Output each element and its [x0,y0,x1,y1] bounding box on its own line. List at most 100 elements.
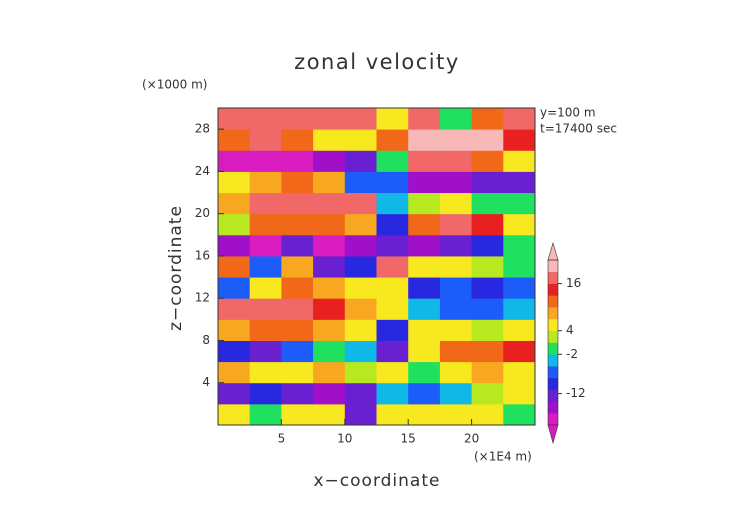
heat-cell [249,171,282,194]
heat-cell [408,129,441,151]
heat-cell [218,298,251,320]
y-axis-label: z−coordinate [166,205,186,331]
heat-cell [376,171,409,194]
heat-cell [313,255,346,278]
heat-cell [218,234,251,257]
heat-cell [281,298,314,320]
heat-cell [344,192,377,215]
heat-cell [249,340,282,363]
heat-cell [218,129,251,151]
heat-cell [408,319,441,341]
heat-cell [503,361,536,384]
heat-cell [503,382,536,405]
colorbar-band [548,354,558,367]
heat-cell [281,319,314,341]
heat-cell [471,213,504,236]
heat-cell [313,192,346,215]
heat-cell [471,319,504,341]
heat-cell [408,192,441,215]
heat-cell [376,213,409,236]
heat-cell [376,277,409,299]
heat-cell [313,340,346,363]
colorbar-band [548,283,558,296]
heat-cell [503,298,536,320]
heat-cell [344,277,377,299]
heat-cell [281,234,314,257]
heat-cell [471,298,504,320]
heat-cell [313,171,346,194]
heat-cell [313,150,346,172]
heat-cell [439,150,473,172]
heat-cell [281,361,314,384]
heat-cell [503,340,536,363]
heat-cell [249,361,282,384]
y-tick-label: 28 [195,122,210,136]
heat-cell [503,319,536,341]
heat-cell [471,361,504,384]
heat-cell [281,129,314,151]
colorbar-tick-label: -12 [566,386,586,400]
heat-cell [408,382,441,405]
colorbar-band [548,401,558,414]
heat-cell [344,340,377,363]
heat-cell [249,382,282,405]
colorbar-band [548,260,558,273]
heat-cell [218,108,251,130]
heat-cell [249,255,282,278]
heat-cell [313,319,346,341]
colorbar-band [548,342,558,355]
y-tick-label: 24 [195,164,210,178]
heat-cell [471,403,504,426]
heat-cell [471,255,504,278]
colorbar-band [548,366,558,379]
heat-cell [344,234,377,257]
heat-cell [344,361,377,384]
x-tick-label: 5 [278,432,286,446]
colorbar-arrow [547,424,559,445]
heat-cell [281,192,314,215]
heat-cell [218,361,251,384]
heat-cell [313,277,346,299]
heat-cell [281,213,314,236]
heat-cell [376,192,409,215]
colorbar-tick-label: 16 [566,276,581,290]
heat-cell [376,403,409,426]
heat-cell [249,277,282,299]
heat-cell [503,171,536,194]
heat-cell [376,361,409,384]
x-unit: (×1E4 m) [474,450,532,464]
y-tick-label: 12 [195,291,210,305]
heat-cell [471,108,504,130]
heat-cell [503,403,536,426]
colorbar-band [548,330,558,343]
colorbar-tick-label: -2 [566,347,578,361]
heat-cell [408,361,441,384]
heat-cell [281,150,314,172]
heat-cell [503,150,536,172]
x-axis-label: x−coordinate [314,471,441,491]
heat-cell [439,192,473,215]
heat-cell [471,171,504,194]
colorbar-band [548,413,558,426]
heat-cell [218,213,251,236]
heat-cell [249,234,282,257]
heat-cell [281,108,314,130]
chart-title: zonal velocity [294,50,460,74]
heat-cell [439,255,473,278]
heat-cell [344,298,377,320]
heat-cell [439,129,473,151]
heat-cell [313,403,346,426]
heat-cell [408,108,441,130]
heat-cell [408,403,441,426]
heat-cell [471,150,504,172]
x-tick-label: 20 [464,432,479,446]
heat-cell [313,213,346,236]
heat-cell [344,213,377,236]
heat-cell [344,129,377,151]
heat-cell [471,192,504,215]
colorbar-tick-label: 4 [566,323,574,337]
x-tick-label: 15 [401,432,416,446]
heat-cell [249,298,282,320]
heat-cell [408,298,441,320]
